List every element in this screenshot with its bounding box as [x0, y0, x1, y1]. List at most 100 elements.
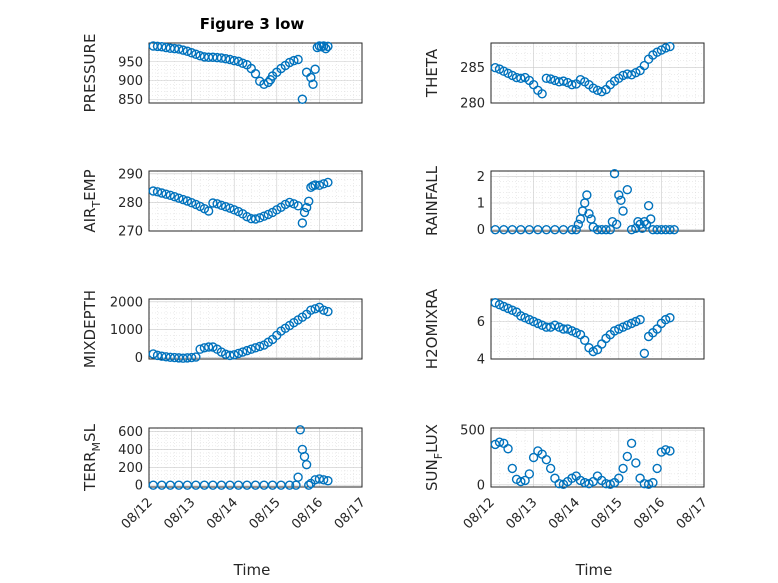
- x-tick-label: 08/15: [247, 495, 284, 532]
- data-point: [148, 349, 158, 359]
- y-axis-label-main: SUN: [423, 459, 441, 491]
- data-point: [203, 206, 214, 216]
- panel-air_temp: 270 280 290 AIRTEMP: [81, 167, 363, 240]
- data-point: [550, 320, 560, 330]
- data-point: [648, 477, 658, 488]
- data-point: [304, 480, 314, 490]
- data-point: [191, 352, 201, 362]
- data-point: [169, 192, 180, 202]
- x-tick-label: 08/12: [119, 495, 156, 532]
- data-point: [229, 350, 239, 360]
- data-point: [208, 198, 218, 208]
- data-point: [152, 350, 163, 361]
- data-point: [182, 196, 193, 206]
- data-point: [665, 224, 675, 235]
- data-point: [259, 79, 269, 89]
- data-point: [250, 69, 261, 79]
- data-point: [524, 314, 535, 325]
- data-point: [263, 77, 273, 88]
- y-axis-label-main: AIR: [81, 208, 99, 233]
- data-point: [212, 199, 222, 209]
- y-tick-label: 400: [118, 443, 143, 458]
- data-point: [318, 305, 329, 315]
- data-point: [238, 347, 248, 357]
- panel-h2omixra: 4 6 H2OMIXRA: [423, 288, 705, 369]
- data-point: [323, 41, 333, 52]
- data-point: [174, 193, 184, 203]
- data-point: [195, 51, 205, 61]
- data-point: [225, 54, 235, 65]
- data-point: [541, 322, 552, 332]
- y-axis-label: THETA: [423, 48, 441, 98]
- data-point: [633, 216, 643, 227]
- data-point: [584, 208, 594, 219]
- data-point: [562, 324, 573, 334]
- y-tick-label: 6: [477, 315, 485, 330]
- data-point: [609, 168, 620, 179]
- data-point: [259, 211, 269, 221]
- x-tick-label: 08/12: [461, 495, 498, 532]
- data-point: [665, 313, 675, 323]
- data-point: [152, 187, 163, 197]
- x-tick-label: 08/16: [289, 495, 326, 532]
- data-point: [250, 214, 261, 224]
- data-point: [626, 224, 637, 235]
- data-point: [635, 314, 645, 325]
- data-point: [225, 203, 235, 213]
- data-point: [169, 43, 180, 54]
- data-point: [182, 46, 193, 56]
- y-axis-label-rest: EMP: [81, 169, 99, 200]
- data-point: [611, 219, 622, 230]
- y-tick-label: 2000: [110, 295, 143, 310]
- y-axis-label-main: PRESSURE: [81, 34, 99, 113]
- data-point: [306, 305, 316, 315]
- y-tick-label: 1: [477, 197, 485, 212]
- data-point: [503, 444, 513, 454]
- axes-rainfall: [490, 170, 705, 232]
- data-point: [233, 348, 244, 359]
- y-tick-label: 280: [118, 196, 143, 211]
- data-point: [588, 346, 598, 357]
- panel-rainfall: 0 1 2 RAINFALL: [423, 165, 705, 238]
- data-point: [284, 57, 295, 68]
- data-point: [639, 60, 650, 71]
- data-point: [567, 79, 577, 90]
- data-point: [665, 41, 675, 52]
- data-point: [609, 326, 620, 336]
- data-point: [614, 324, 624, 334]
- data-point: [250, 343, 261, 353]
- data-point: [229, 205, 239, 215]
- data-point: [255, 213, 265, 223]
- data-point: [242, 212, 252, 222]
- data-point: [622, 451, 633, 462]
- data-point: [528, 452, 539, 463]
- data-point: [582, 190, 592, 200]
- data-point: [507, 463, 517, 474]
- panel-theta: 280 285 THETA: [423, 41, 705, 112]
- data-point: [626, 318, 637, 329]
- x-tick-label: 08/14: [546, 495, 583, 532]
- axes-frame: [148, 427, 363, 488]
- data-point: [507, 305, 517, 315]
- y-tick-label: 0: [477, 223, 485, 238]
- data-point: [665, 446, 675, 456]
- data-point: [545, 74, 556, 84]
- data-point: [323, 306, 333, 317]
- data-point: [174, 44, 184, 54]
- y-axis-label-subscript: T: [90, 201, 103, 209]
- y-axis-label-main: TERR: [81, 451, 99, 492]
- data-point: [165, 190, 176, 200]
- x-tick-label: 08/17: [332, 495, 369, 532]
- data-point: [195, 344, 205, 354]
- x-tick-label: 08/17: [674, 495, 711, 532]
- y-axis-label: RAINFALL: [423, 165, 441, 236]
- panel-pressure: 850 900 950 PRESSURE: [81, 34, 363, 113]
- data-point: [297, 94, 308, 104]
- y-axis-label: AIRTEMP: [81, 169, 103, 232]
- y-tick-label: 0: [135, 479, 143, 494]
- data-point: [284, 197, 295, 208]
- axes-frame: [148, 298, 363, 360]
- data-point: [293, 201, 303, 211]
- data-point: [631, 316, 641, 327]
